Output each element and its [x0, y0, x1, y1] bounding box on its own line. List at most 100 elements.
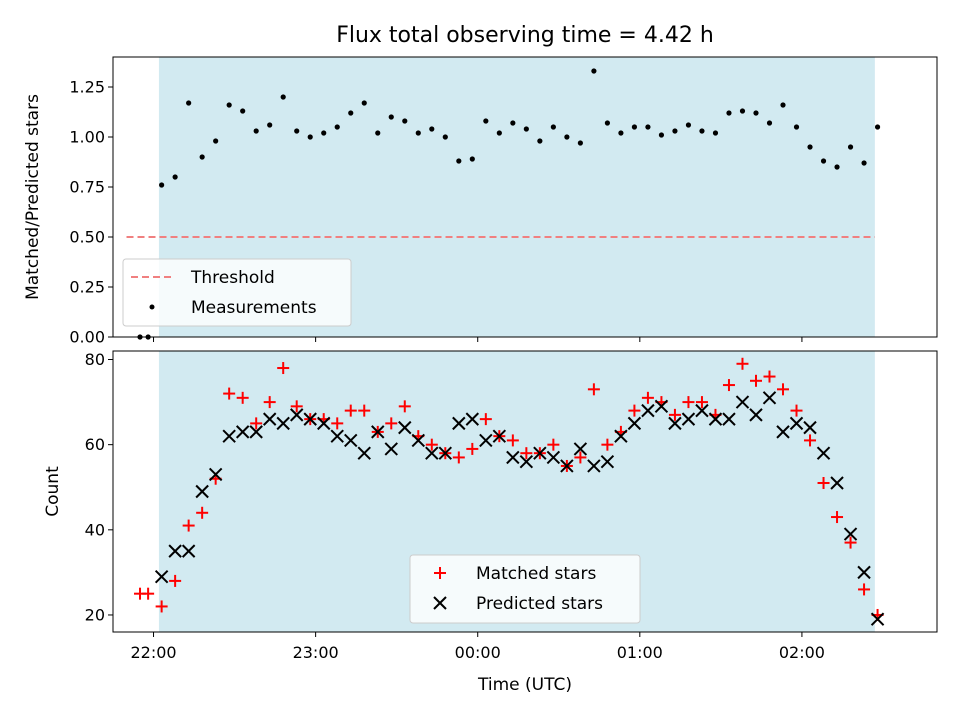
matched-star-point [682, 396, 695, 409]
legend-measurements-swatch [149, 304, 155, 310]
predicted-star-point [181, 544, 196, 558]
predicted-star-point [830, 476, 844, 490]
measurement-point [483, 118, 489, 124]
predicted-star-point [168, 544, 182, 558]
bottom-y-axis-label: Count [43, 466, 63, 517]
predicted-star-point [317, 416, 331, 431]
predicted-star-point [506, 450, 520, 465]
predicted-star-point [654, 399, 669, 414]
predicted-star-point [492, 429, 507, 443]
measurement-points [137, 68, 881, 340]
predicted-star-point [762, 391, 777, 405]
measurement-point [591, 68, 597, 74]
matched-star-point [763, 370, 776, 383]
measurement-point [618, 130, 624, 136]
predicted-star-point [789, 416, 804, 431]
measurement-point [442, 134, 448, 140]
top-x-axis-ticks [153, 337, 803, 342]
measurement-point [415, 130, 421, 136]
predicted-star-point [627, 416, 642, 431]
matched-star-point [290, 400, 303, 413]
predicted-star-point [641, 403, 655, 418]
y-tick-label: 1.25 [69, 78, 105, 97]
matched-star-point [506, 434, 519, 447]
measurement-point [645, 124, 651, 130]
predicted-star-point [425, 446, 439, 460]
x-axis-label: Time (UTC) [477, 675, 572, 695]
measurement-point [726, 110, 732, 116]
measurement-point [429, 126, 435, 132]
matched-star-point [858, 583, 871, 596]
predicted-star-point [384, 442, 398, 456]
bottom-plot-frame [112, 350, 938, 633]
measurement-point [253, 128, 259, 134]
predicted-star-point [560, 459, 574, 473]
predicted-star-point [870, 612, 885, 626]
measurement-point [699, 128, 705, 134]
predicted-star-point [465, 412, 480, 426]
matched-star-point [452, 451, 465, 464]
matched-star-point [722, 379, 735, 392]
measurement-point [820, 158, 827, 164]
measurement-point [294, 128, 300, 134]
top-legend: Threshold Measurements [122, 258, 352, 327]
measurement-point [186, 100, 192, 106]
measurement-point [388, 114, 394, 120]
predicted-star-point [262, 412, 277, 426]
predicted-star-point [208, 467, 223, 482]
predicted-star-point [195, 484, 209, 499]
legend-matched-swatch [434, 567, 446, 579]
measurement-point [456, 158, 462, 164]
predicted-star-point [749, 408, 763, 422]
matched-star-point [182, 519, 195, 532]
matched-star-point [749, 374, 762, 387]
matched-star-point [736, 357, 749, 370]
measurement-point [685, 122, 692, 128]
y-tick-label: 80 [85, 350, 105, 369]
matched-star-point [790, 404, 803, 417]
matched-star-point [777, 383, 790, 396]
matched-star-point [587, 383, 600, 396]
y-tick-label: 0.25 [69, 278, 105, 297]
predicted-star-point [546, 450, 561, 465]
top-legend-box [122, 258, 352, 327]
predicted-star-point [533, 446, 547, 460]
measurement-point [523, 126, 529, 132]
matched-star-point [250, 417, 263, 430]
legend-matched-marker [434, 567, 446, 579]
measurement-point [564, 134, 570, 140]
predicted-star-point [276, 416, 290, 431]
matched-star-point [398, 400, 411, 413]
y-tick-label: 0.75 [69, 178, 105, 197]
predicted-star-point [222, 429, 236, 443]
measurement-point [631, 124, 638, 130]
matched-star-point [479, 413, 492, 426]
predicted-star-point [722, 412, 736, 426]
predicted-star-point [708, 412, 723, 426]
predicted-stars-points [154, 391, 885, 626]
matched-star-point [358, 404, 371, 417]
top-y-axis-label: Matched/Predicted stars [23, 94, 43, 300]
predicted-star-point [614, 429, 628, 443]
measurement-point [469, 156, 475, 162]
matched-star-point [466, 442, 479, 455]
chart-title: Flux total observing time = 4.42 h [336, 23, 714, 48]
matched-star-point [277, 362, 290, 375]
measurement-point [172, 174, 178, 180]
predicted-star-point [681, 412, 696, 426]
measurement-point [658, 132, 665, 138]
predicted-star-point [452, 416, 466, 431]
measurement-point [834, 164, 840, 170]
matched-star-point [223, 387, 236, 400]
measurement-point [361, 100, 367, 106]
matched-star-point [385, 417, 398, 430]
predicted-star-point [843, 527, 858, 541]
matched-star-point [601, 438, 614, 451]
predicted-star-point [573, 442, 588, 456]
matched-star-point [831, 511, 844, 524]
measurement-point [739, 108, 746, 114]
predicted-star-point [330, 429, 344, 443]
measurement-point [793, 124, 800, 130]
matched-star-point [804, 434, 817, 447]
